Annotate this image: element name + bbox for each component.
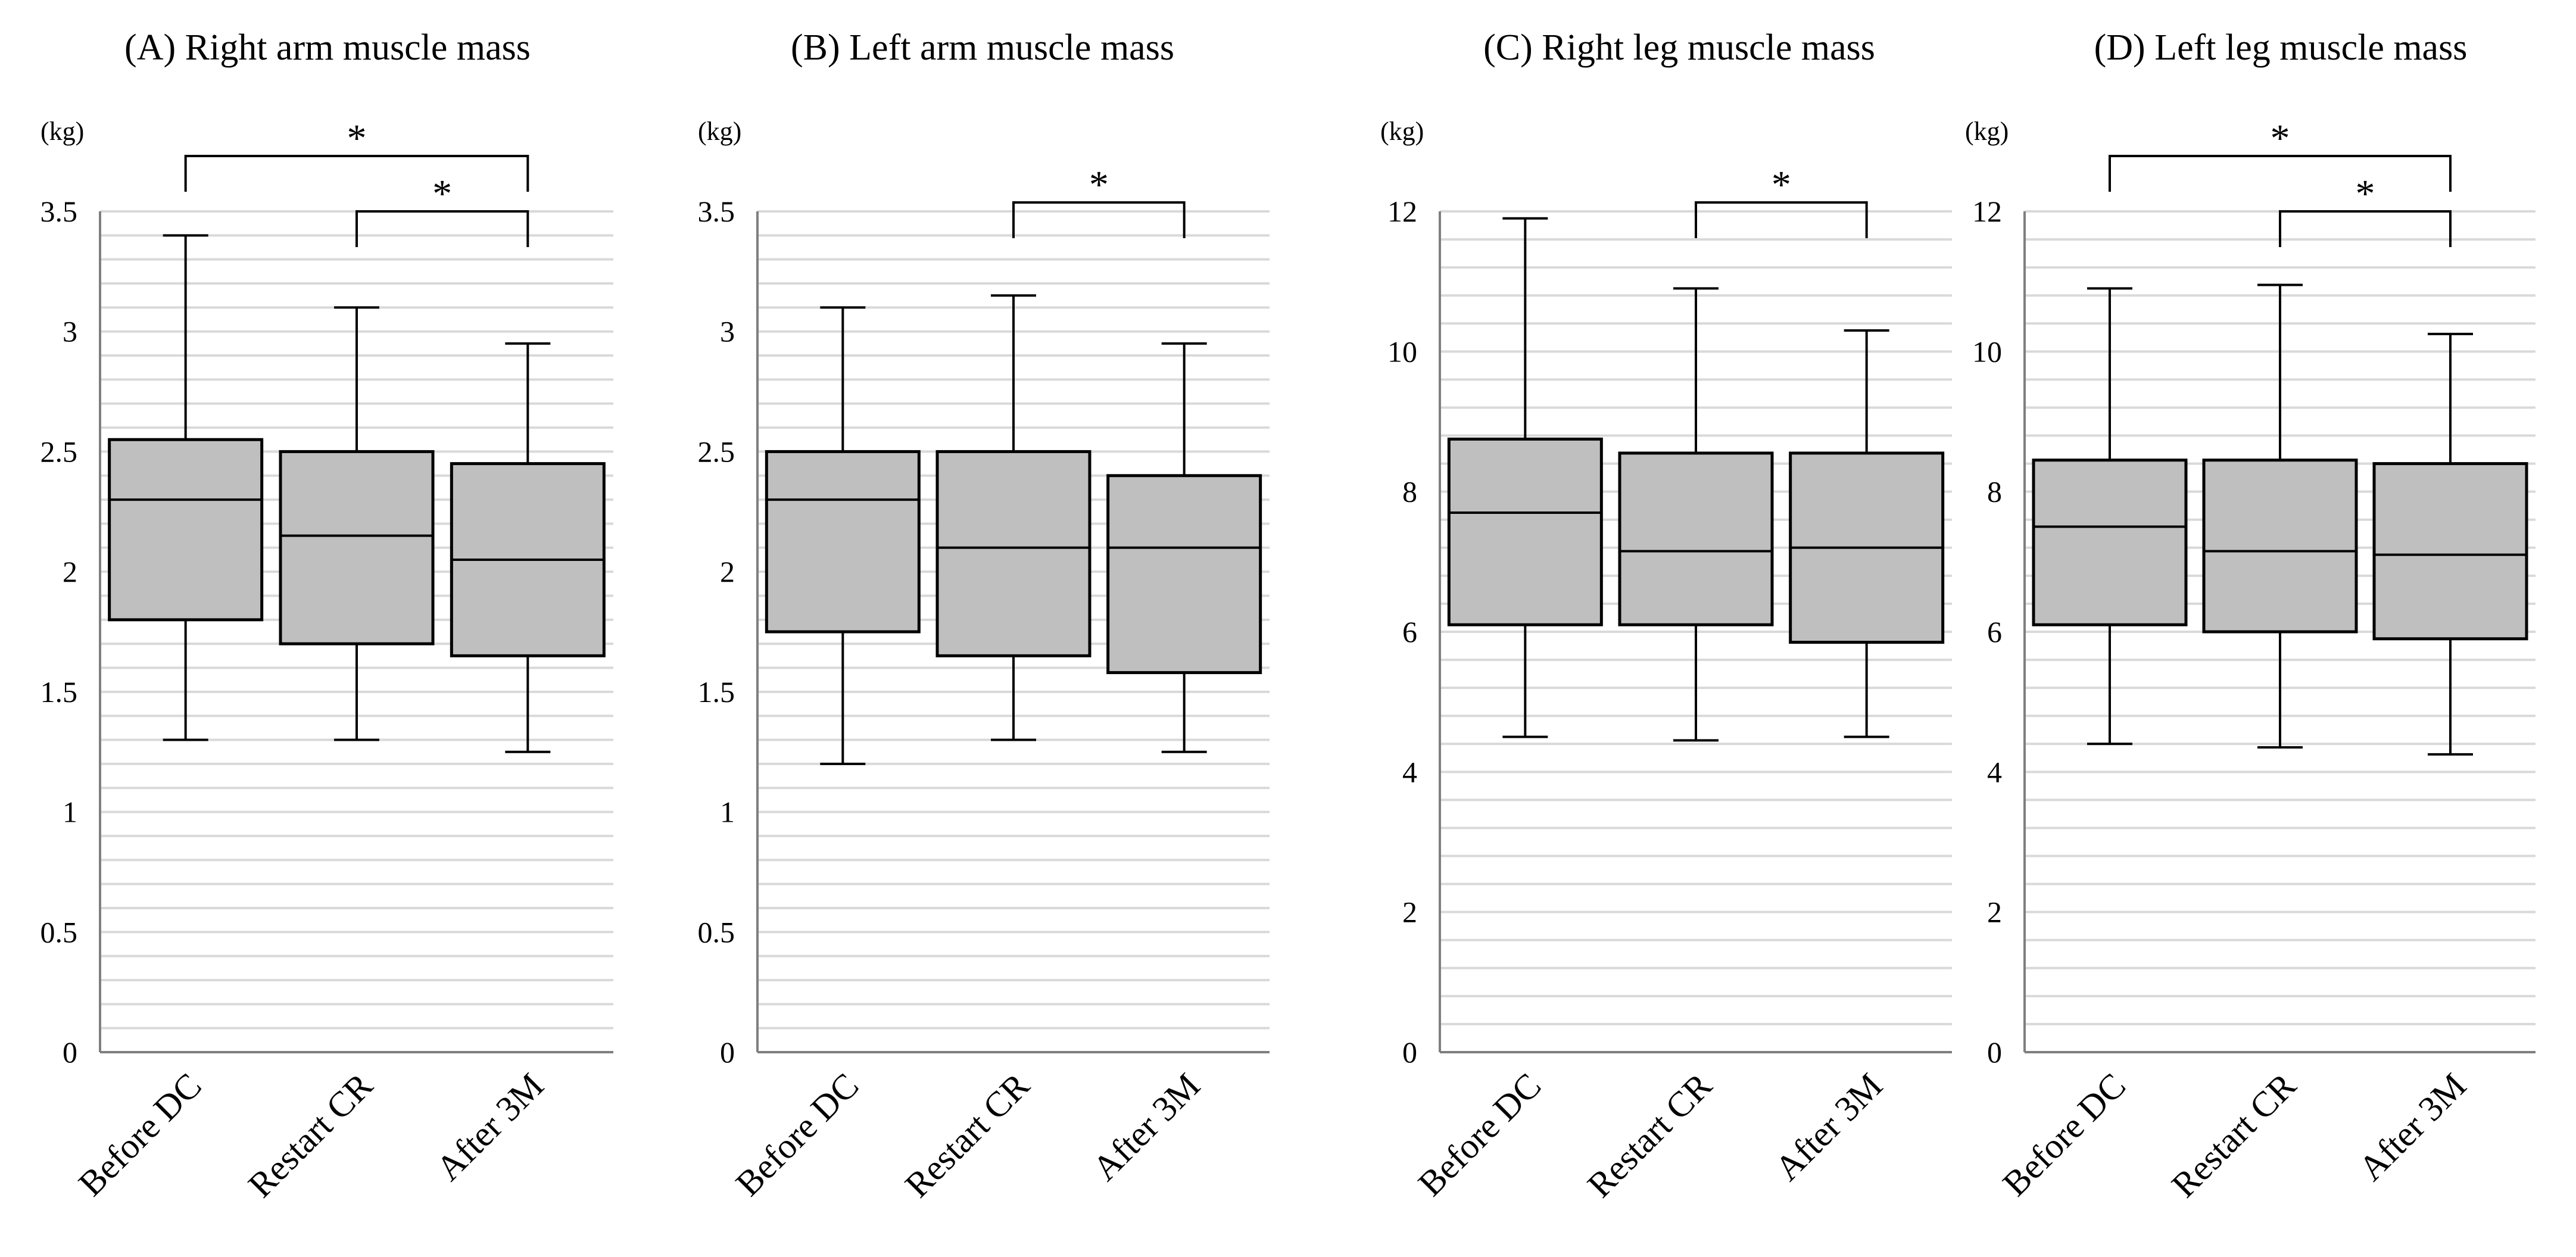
x-category-label: Before DC — [71, 1066, 209, 1204]
y-axis-unit-label: (kg) — [1380, 117, 1424, 146]
iqr-box — [765, 450, 921, 634]
y-tick-label: 1.5 — [40, 675, 78, 709]
iqr-box — [1447, 437, 1603, 626]
y-tick-label: 8 — [1402, 475, 1417, 509]
chart-panel-a: (A) Right arm muscle mass (kg) 0 0.5 1 1.5 2 2.… — [40, 27, 613, 1205]
y-tick-label: 12 — [1972, 195, 2002, 228]
y-tick-label: 2 — [1987, 896, 2002, 929]
bracket-line — [2109, 155, 2452, 192]
y-axis-unit-label: (kg) — [1965, 117, 2009, 146]
y-tick-label: 2.5 — [698, 435, 735, 468]
significance-bracket: * — [1012, 163, 1186, 238]
box-plot-3 — [1789, 329, 1945, 738]
bracket-line — [355, 210, 529, 247]
box-plot-1 — [1447, 217, 1603, 738]
bracket-line — [2279, 210, 2452, 247]
y-tick-label: 0.5 — [40, 915, 78, 949]
chart-panel-b: (B) Left arm muscle mass (kg) 0 0.5 1 1.5 2 2.5… — [698, 27, 1270, 1205]
box-plot-3 — [450, 342, 606, 753]
y-tick-label: 6 — [1402, 615, 1417, 648]
y-tick-label: 4 — [1402, 755, 1417, 788]
y-tick-label: 4 — [1987, 755, 2002, 788]
significance-bracket: * — [184, 117, 529, 192]
iqr-box — [108, 438, 264, 622]
chart-title: (C) Right leg muscle mass — [1483, 27, 1875, 68]
y-tick-label: 10 — [1387, 335, 1417, 368]
y-tick-label: 1 — [720, 796, 735, 829]
x-category-label: After 3M — [429, 1066, 551, 1189]
y-axis-unit-label: (kg) — [698, 117, 741, 146]
iqr-box — [279, 450, 435, 645]
box-plot-2 — [1618, 287, 1774, 742]
significance-star: * — [1772, 163, 1791, 207]
significance-bracket: * — [355, 172, 529, 247]
y-tick-label: 10 — [1972, 335, 2002, 368]
box-plot-3 — [1106, 342, 1262, 753]
box-plot-2 — [935, 294, 1091, 741]
x-category-label: After 3M — [1085, 1066, 1208, 1189]
y-tick-label: 0.5 — [698, 915, 735, 949]
y-tick-label: 3 — [63, 315, 77, 348]
significance-bracket: * — [2109, 117, 2452, 192]
x-category-label: Restart CR — [897, 1066, 1037, 1205]
y-tick-label: 1 — [63, 796, 77, 829]
y-tick-label: 2.5 — [40, 435, 78, 468]
y-axis-unit-label: (kg) — [40, 117, 84, 146]
chart-title: (B) Left arm muscle mass — [791, 27, 1174, 68]
bracket-line — [1695, 201, 1868, 238]
box-plot-2 — [2202, 283, 2358, 749]
significance-star: * — [432, 172, 452, 216]
significance-bracket: * — [1695, 163, 1868, 238]
x-category-label: Restart CR — [1580, 1066, 1719, 1205]
chart-title: (A) Right arm muscle mass — [124, 27, 531, 68]
iqr-box — [2372, 462, 2528, 641]
y-tick-label: 0 — [63, 1035, 77, 1069]
x-category-label: Before DC — [728, 1066, 866, 1204]
y-tick-label: 0 — [1987, 1035, 2002, 1069]
x-category-label: Restart CR — [241, 1066, 380, 1205]
box-plot-2 — [279, 306, 435, 741]
x-category-label: Restart CR — [2164, 1066, 2303, 1205]
significance-star: * — [347, 117, 367, 160]
y-tick-label: 12 — [1387, 195, 1417, 228]
iqr-box — [1618, 451, 1774, 626]
x-category-label: Before DC — [1411, 1066, 1549, 1204]
box-plot-3 — [2372, 332, 2528, 756]
box-plot-1 — [765, 306, 921, 765]
y-tick-label: 1.5 — [698, 675, 735, 709]
bracket-line — [1012, 201, 1186, 238]
box-plot-1 — [2032, 287, 2188, 746]
y-tick-label: 2 — [1402, 896, 1417, 929]
y-tick-label: 2 — [720, 555, 735, 588]
iqr-box — [2202, 458, 2358, 634]
x-category-label: After 3M — [2351, 1066, 2474, 1189]
bracket-line — [184, 155, 529, 192]
y-tick-label: 3.5 — [40, 195, 78, 228]
iqr-box — [1106, 474, 1262, 675]
chart-panel-d: (D) Left leg muscle mass (kg) 0 2 4 6 8 10 12 Bef… — [1965, 27, 2536, 1205]
y-tick-label: 3.5 — [698, 195, 735, 228]
iqr-box — [935, 450, 1091, 657]
y-tick-label: 3 — [720, 315, 735, 348]
iqr-box — [2032, 458, 2188, 626]
significance-star: * — [1089, 163, 1109, 207]
chart-panel-c: (C) Right leg muscle mass (kg) 0 2 4 6 8 10 12 Be… — [1380, 27, 1952, 1205]
y-tick-label: 0 — [720, 1035, 735, 1069]
x-category-label: Before DC — [1995, 1066, 2134, 1204]
x-category-label: After 3M — [1767, 1066, 1890, 1189]
y-tick-label: 8 — [1987, 475, 2002, 509]
y-tick-label: 6 — [1987, 615, 2002, 648]
y-tick-label: 2 — [63, 555, 77, 588]
significance-star: * — [2356, 172, 2375, 216]
y-tick-label: 0 — [1402, 1035, 1417, 1069]
significance-star: * — [2271, 117, 2290, 160]
significance-bracket: * — [2279, 172, 2452, 247]
box-plot-1 — [108, 234, 264, 741]
chart-title: (D) Left leg muscle mass — [2094, 27, 2468, 68]
